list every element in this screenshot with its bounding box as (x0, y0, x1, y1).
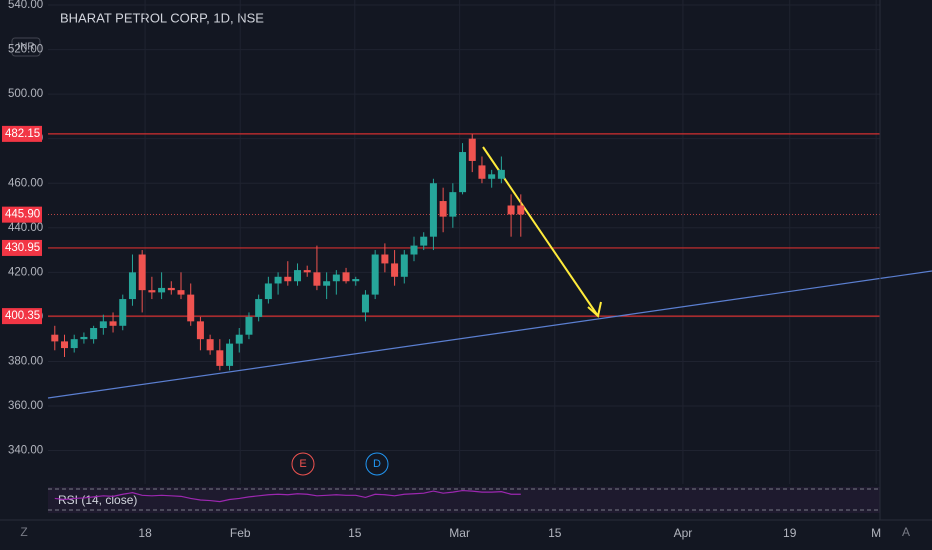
price-tag-label: 430.95 (5, 242, 40, 254)
candle-body (119, 299, 127, 326)
candle-body (109, 321, 117, 326)
y-tick-label: 540.00 (8, 0, 43, 11)
candle-body (420, 236, 428, 246)
price-tag (2, 239, 42, 256)
x-tick-label: 19 (783, 526, 797, 540)
candle-body (245, 316, 253, 335)
candle-body (323, 281, 331, 286)
x-tick-label: 15 (348, 526, 362, 540)
y-tick-label: 380.00 (8, 355, 43, 367)
candle-body (167, 287, 175, 291)
x-tick-label: 15 (548, 526, 562, 540)
candle-body (429, 183, 437, 237)
candle-body (303, 270, 311, 273)
y-tick-label: 520.00 (8, 44, 43, 56)
price-tag-label: 400.35 (5, 310, 40, 322)
x-tick-label: Feb (230, 526, 251, 540)
candle-body (391, 263, 399, 277)
rsi-label: RSI (14, close) (58, 493, 137, 507)
candle-body (371, 254, 379, 295)
candle-body (61, 341, 69, 349)
price-tag-label: 482.15 (5, 128, 40, 140)
y-tick-label: 500.00 (8, 88, 43, 100)
event-circle (365, 452, 389, 476)
price-tag (2, 125, 42, 142)
corner-button[interactable]: A (902, 525, 910, 539)
chart-title: BHARAT PETROL CORP, 1D, NSE (60, 10, 264, 25)
candle-body (80, 336, 88, 340)
candle-body (507, 205, 515, 215)
candle-body (332, 274, 340, 282)
candle-body (177, 290, 185, 295)
event-label: D (373, 458, 381, 470)
candle-body (264, 283, 272, 300)
candle-body (51, 334, 59, 342)
candle-body (284, 276, 292, 282)
arrow-head (587, 301, 602, 318)
trend-line (47, 270, 932, 399)
candle-body (400, 254, 408, 277)
candle-body (158, 287, 166, 293)
candle-body (90, 328, 98, 340)
currency-box (11, 37, 41, 57)
candle-body (255, 299, 263, 317)
x-tick-label: M (871, 526, 881, 540)
candle-body (148, 290, 156, 293)
candle-body (294, 270, 302, 282)
candle-body (313, 272, 321, 286)
event-label: E (299, 458, 306, 470)
candle-body (206, 339, 214, 351)
event-circle (291, 452, 315, 476)
candle-body (488, 174, 496, 179)
candle-body (187, 294, 195, 322)
y-tick-label: 440.00 (8, 222, 43, 234)
candle-body (459, 152, 467, 193)
candle-body (235, 334, 243, 344)
y-tick-label: 460.00 (8, 177, 43, 189)
price-tag (2, 206, 42, 223)
y-tick-label: 420.00 (8, 266, 43, 278)
candle-body (381, 254, 389, 264)
candle-body (342, 272, 350, 282)
corner-button[interactable]: Z (20, 525, 27, 539)
candle-body (497, 169, 505, 179)
candle-body (216, 350, 224, 366)
x-tick-label: Apr (674, 526, 693, 540)
candle-body (226, 343, 234, 366)
candle-body (352, 279, 360, 282)
candle-body (99, 321, 107, 329)
candle-body (70, 339, 78, 349)
candle-body (196, 321, 204, 340)
candle-body (478, 165, 486, 179)
candle-body (128, 272, 136, 300)
currency: INR (17, 42, 34, 53)
candle-body (410, 245, 418, 255)
candle-body (138, 254, 146, 291)
price-tag (2, 308, 42, 325)
x-tick-label: Mar (449, 526, 470, 540)
candle-body (468, 138, 476, 161)
y-tick-label: 360.00 (8, 400, 43, 412)
candle-body (517, 205, 525, 215)
candle-body (274, 276, 282, 284)
candle-body (449, 192, 457, 217)
candle-body (361, 294, 369, 313)
rsi-line (54, 489, 521, 503)
price-tag-label: 445.90 (5, 209, 40, 221)
candle-body (439, 201, 447, 217)
x-tick-label: 18 (138, 526, 152, 540)
y-tick-label: 340.00 (8, 445, 43, 457)
rsi-pane (48, 487, 880, 513)
